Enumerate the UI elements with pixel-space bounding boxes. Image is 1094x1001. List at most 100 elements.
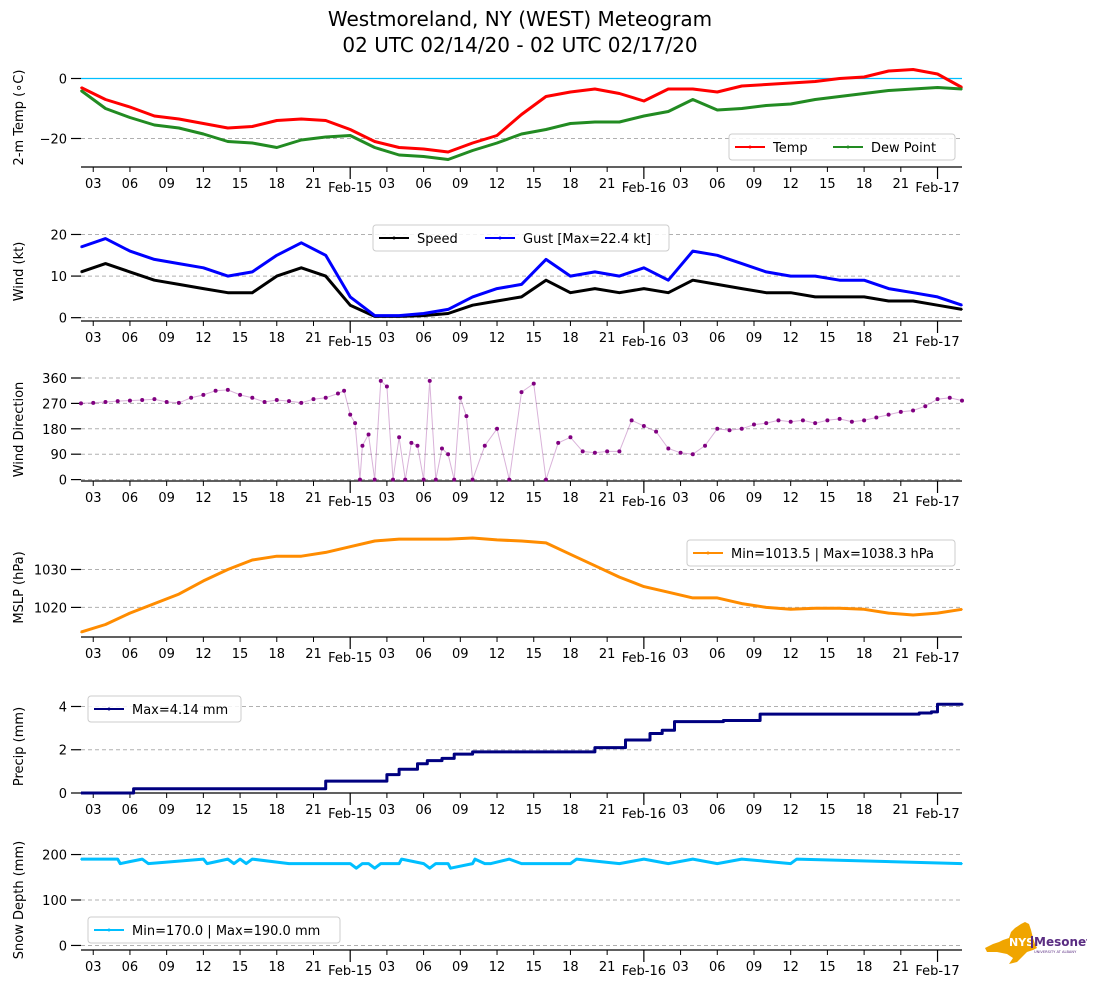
data-point bbox=[349, 304, 351, 306]
y-axis-label: Snow Depth (mm) bbox=[12, 841, 27, 959]
x-tick-label: 03 bbox=[672, 491, 689, 506]
data-point bbox=[575, 858, 578, 860]
data-point bbox=[569, 553, 572, 556]
data-point bbox=[789, 82, 792, 84]
data-point bbox=[643, 585, 645, 588]
y-tick-label: 0 bbox=[59, 474, 67, 489]
data-point bbox=[961, 702, 963, 705]
data-point bbox=[490, 862, 492, 865]
x-tick-label: 15 bbox=[525, 491, 542, 506]
y-tick-label: 100 bbox=[42, 894, 67, 909]
data-point bbox=[323, 395, 328, 400]
data-point bbox=[765, 291, 768, 294]
data-point bbox=[667, 279, 670, 282]
x-tick-label: 15 bbox=[232, 647, 249, 662]
x-tick-label: 06 bbox=[709, 177, 726, 192]
x-tick-label: 21 bbox=[893, 491, 910, 506]
x-tick-label: 18 bbox=[269, 491, 286, 506]
x-date-label: Feb-16 bbox=[622, 964, 666, 979]
data-point bbox=[80, 858, 82, 860]
data-point bbox=[202, 287, 205, 290]
data-point bbox=[666, 446, 671, 451]
data-point bbox=[838, 77, 841, 80]
data-point bbox=[471, 149, 474, 152]
data-point bbox=[618, 121, 621, 123]
data-point bbox=[496, 539, 498, 541]
x-tick-label: 06 bbox=[709, 647, 726, 662]
data-point bbox=[911, 408, 916, 413]
data-point bbox=[132, 787, 135, 790]
legend-box bbox=[372, 224, 670, 252]
data-point bbox=[201, 392, 206, 397]
y-tick-label: 0 bbox=[59, 73, 67, 88]
data-point bbox=[759, 713, 761, 715]
x-tick-label: 18 bbox=[562, 491, 579, 506]
new-york-state-shape-icon bbox=[985, 922, 1037, 964]
x-tick-label: 12 bbox=[489, 177, 506, 192]
x-tick-label: 09 bbox=[158, 331, 175, 346]
x-tick-label: 18 bbox=[856, 491, 873, 506]
data-point bbox=[471, 862, 474, 865]
data-point bbox=[618, 92, 621, 95]
data-point bbox=[202, 858, 205, 860]
data-point bbox=[361, 862, 364, 865]
x-tick-label: 18 bbox=[269, 960, 286, 975]
data-point bbox=[274, 398, 279, 403]
data-point bbox=[912, 68, 914, 71]
x-tick-label: 09 bbox=[746, 177, 763, 192]
data-point bbox=[119, 862, 121, 865]
x-date-label: Feb-16 bbox=[622, 651, 666, 666]
data-point bbox=[961, 608, 963, 611]
data-point bbox=[422, 155, 425, 158]
data-point bbox=[384, 384, 389, 389]
data-point bbox=[594, 287, 596, 290]
data-point bbox=[496, 287, 498, 290]
x-tick-label: 18 bbox=[269, 803, 286, 818]
data-point bbox=[275, 555, 278, 558]
data-point bbox=[422, 862, 425, 865]
data-point bbox=[202, 133, 205, 135]
series-wind-1 bbox=[80, 237, 963, 318]
data-point bbox=[887, 287, 890, 290]
data-point bbox=[594, 746, 596, 749]
x-tick-label: 12 bbox=[489, 960, 506, 975]
data-point bbox=[189, 395, 194, 400]
x-date-label: Feb-17 bbox=[915, 651, 959, 666]
data-point bbox=[290, 862, 293, 865]
x-tick-label: 18 bbox=[562, 177, 579, 192]
y-tick-label: 1020 bbox=[34, 601, 67, 616]
data-point bbox=[415, 443, 420, 448]
y-tick-label: 20 bbox=[50, 228, 67, 243]
data-point bbox=[930, 711, 933, 713]
legend-label: Max=4.14 mm bbox=[132, 703, 228, 718]
data-point bbox=[409, 440, 414, 445]
data-point bbox=[104, 262, 107, 265]
data-point bbox=[275, 275, 278, 277]
data-point bbox=[690, 452, 695, 457]
x-tick-label: 21 bbox=[305, 491, 322, 506]
x-tick-label: 06 bbox=[415, 960, 432, 975]
data-point bbox=[129, 116, 131, 119]
data-point bbox=[275, 146, 278, 149]
data-point bbox=[789, 608, 792, 611]
x-tick-label: 15 bbox=[232, 491, 249, 506]
data-point bbox=[641, 423, 646, 428]
data-point bbox=[80, 792, 82, 794]
data-point bbox=[79, 401, 83, 406]
x-tick-label: 12 bbox=[489, 331, 506, 346]
x-tick-label: 21 bbox=[893, 960, 910, 975]
data-point bbox=[496, 300, 498, 302]
data-point bbox=[545, 95, 547, 98]
data-point bbox=[104, 107, 107, 110]
data-point bbox=[667, 291, 670, 294]
data-point bbox=[378, 378, 383, 383]
x-tick-label: 03 bbox=[379, 960, 396, 975]
panel-snow: 0 100 200 Snow Depth (mm) 03 06 09 12 15 18 21 03 06… bbox=[12, 841, 963, 979]
legend-label: Min=170.0 | Max=190.0 mm bbox=[132, 924, 320, 939]
x-tick-label: 03 bbox=[85, 803, 102, 818]
data-point bbox=[251, 559, 254, 561]
legend-label: Dew Point bbox=[871, 141, 936, 156]
data-point bbox=[141, 858, 143, 860]
data-point bbox=[233, 862, 235, 865]
